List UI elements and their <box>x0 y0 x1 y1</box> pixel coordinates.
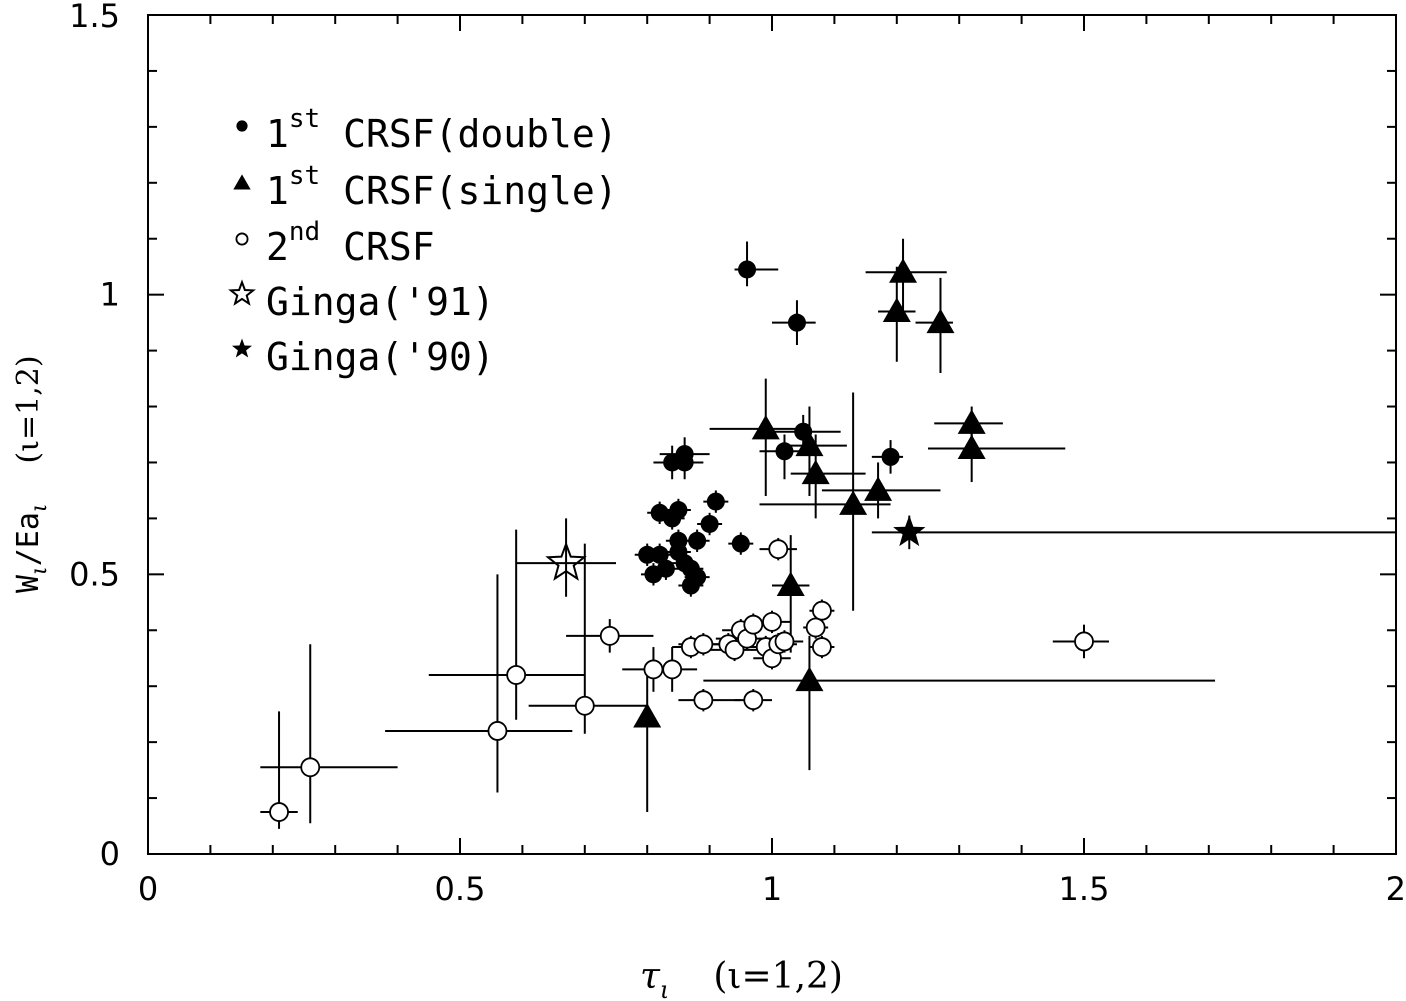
open-star-marker <box>228 279 256 306</box>
open-circle-marker <box>662 659 683 680</box>
filled-triangle-marker <box>795 431 824 457</box>
filled-triangle-marker <box>957 409 986 434</box>
filled-triangle-marker <box>957 434 986 459</box>
filled-circle-marker <box>688 531 707 550</box>
open-circle-marker <box>768 539 789 560</box>
legend-label-text: Ginga('91) <box>266 280 495 324</box>
filled-triangle-marker <box>839 490 868 515</box>
filled-circle-marker <box>681 576 700 595</box>
x-tick-label: 0 <box>138 870 158 908</box>
filled-circle-marker <box>775 442 794 461</box>
legend-label-text: CRSF(double) <box>320 112 617 156</box>
legend-label: 2nd CRSF <box>266 217 435 269</box>
legend: 1st CRSF(double)1st CRSF(single)2nd CRSF… <box>228 104 618 379</box>
y-axis-label: Wι/Eaι (ι=1,2) <box>11 355 52 593</box>
open-circle-marker <box>1074 631 1094 652</box>
open-circle-marker <box>774 631 795 652</box>
filled-triangle-marker <box>864 476 893 501</box>
legend-label-number: 1 <box>266 169 289 213</box>
x-axis-symbol-subscript: ι <box>660 976 669 1001</box>
filled-circle-marker <box>669 501 688 520</box>
open-circle-marker <box>235 232 249 246</box>
filled-triangle-marker <box>233 174 251 190</box>
x-axis-suffix: (ι=1,2) <box>713 956 843 997</box>
open-circle-marker <box>300 757 321 778</box>
open-circle-marker <box>743 614 764 635</box>
x-tick-label: 0.5 <box>435 870 486 908</box>
legend-label-text: Ginga('90) <box>266 335 495 379</box>
filled-circle-marker <box>675 453 694 472</box>
x-tick-label: 1.5 <box>1059 870 1110 908</box>
open-circle-marker <box>693 690 714 711</box>
filled-triangle-marker <box>926 308 955 334</box>
filled-triangle-marker <box>776 571 805 597</box>
filled-circle-marker <box>787 313 806 332</box>
open-circle-marker <box>599 625 620 646</box>
open-circle-marker <box>574 695 595 716</box>
open-circle-marker <box>506 665 527 685</box>
legend-label-number: 2 <box>266 225 289 269</box>
open-circle-marker <box>762 611 782 632</box>
open-circle-marker <box>487 721 508 741</box>
filled-triangle-marker <box>801 459 830 485</box>
x-tick-label: 1 <box>762 870 782 908</box>
x-axis-symbol: τ <box>640 956 661 997</box>
open-circle-marker <box>743 690 764 711</box>
filled-circle-marker <box>236 120 248 132</box>
filled-circle-marker <box>650 545 669 564</box>
filled-circle-marker <box>644 565 663 584</box>
open-circle-marker <box>805 617 826 638</box>
open-circle-marker <box>269 802 289 822</box>
y-axis-suffix: (ι=1,2) <box>11 355 46 463</box>
y-tick-label: 1.5 <box>69 0 120 35</box>
filled-triangle-marker <box>751 414 780 440</box>
y-axis-w-subscript: ι <box>27 566 52 575</box>
x-tick-label: 2 <box>1386 870 1406 908</box>
filled-triangle-marker <box>795 666 824 692</box>
filled-circle-marker <box>706 492 725 511</box>
legend-label: Ginga('90) <box>266 335 495 379</box>
filled-circle-marker <box>700 514 719 533</box>
legend-label: Ginga('91) <box>266 280 495 324</box>
filled-circle-marker <box>731 534 750 553</box>
error-bars <box>260 238 1396 829</box>
y-tick-label: 0 <box>100 835 120 873</box>
y-tick-label: 1 <box>100 276 120 314</box>
filled-circle-marker <box>881 447 900 466</box>
open-circle-marker <box>812 637 832 657</box>
open-circle-marker <box>724 639 745 660</box>
data-markers <box>269 258 1094 822</box>
legend-label-text: CRSF(single) <box>320 169 617 213</box>
filled-circle-marker <box>638 545 657 564</box>
legend-label-superscript: nd <box>289 217 320 247</box>
filled-triangle-marker <box>882 297 911 322</box>
tick-labels: 0 0.5 1 1.5 2 0 0.5 1 1.5 <box>69 0 1406 908</box>
open-circle-marker <box>643 659 664 680</box>
axis-ticks <box>147 14 1397 855</box>
y-axis-mid: /Ea <box>11 512 46 566</box>
legend-label-superscript: st <box>289 104 320 134</box>
filled-circle-marker <box>738 260 757 279</box>
filled-triangle-marker <box>633 702 662 728</box>
x-axis-label: τι (ι=1,2) <box>640 956 843 1001</box>
y-tick-label: 0.5 <box>69 555 120 593</box>
legend-label: 1st CRSF(single) <box>266 161 618 213</box>
filled-circle-marker <box>663 453 682 472</box>
legend-label-superscript: st <box>289 161 320 191</box>
filled-star-marker <box>893 515 926 547</box>
legend-label-text: CRSF <box>320 225 434 269</box>
filled-triangle-marker <box>889 258 918 283</box>
legend-label-number: 1 <box>266 112 289 156</box>
legend-label: 1st CRSF(double) <box>266 104 618 156</box>
open-circle-marker <box>693 634 714 655</box>
y-axis-w: W <box>11 574 46 593</box>
filled-star-marker <box>231 338 253 358</box>
y-axis-ea-subscript: ι <box>27 503 52 512</box>
open-circle-marker <box>812 600 832 621</box>
open-star-marker <box>545 541 587 581</box>
